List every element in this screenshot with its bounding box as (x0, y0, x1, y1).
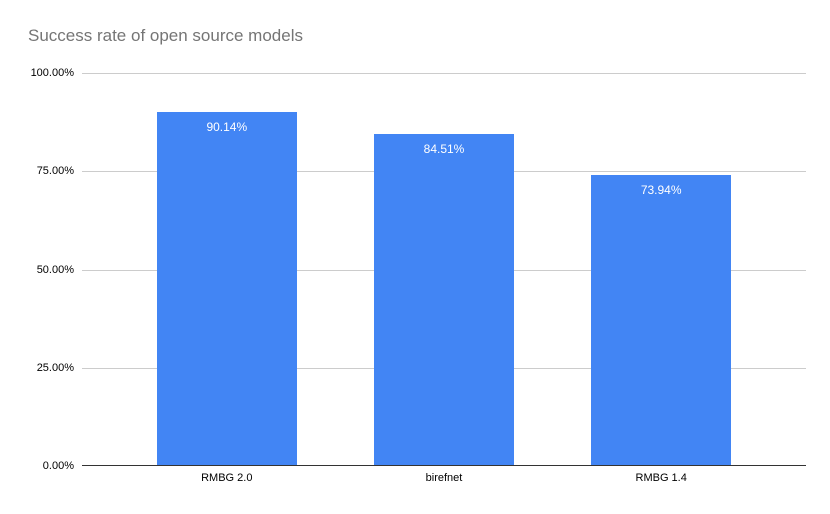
chart-title: Success rate of open source models (28, 26, 303, 45)
y-axis-tick-label: 0.00% (42, 460, 74, 472)
y-axis-tick-label: 50.00% (36, 263, 74, 276)
bar[interactable]: 73.94% (591, 175, 732, 466)
x-axis-line (82, 464, 806, 466)
y-axis: 100.00% 75.00% 50.00% 25.00% 0.00% (0, 67, 74, 472)
y-axis-tick-label: 75.00% (36, 165, 74, 178)
y-axis-tick-label: 25.00% (36, 361, 74, 374)
bar-value-label: 84.51% (423, 141, 465, 156)
plot-area: 90.14% RMBG 2.0 84.51% birefnet 73.94% RMBG 1… (82, 73, 806, 484)
bar[interactable]: 90.14% (156, 111, 297, 466)
x-axis-category-label: RMBG 2.0 (201, 472, 253, 484)
bar-value-label: 73.94% (640, 183, 682, 198)
gridline (82, 73, 806, 74)
bar[interactable]: 84.51% (374, 133, 514, 466)
y-axis-tick-label: 100.00% (30, 67, 74, 79)
x-axis-category-label: birefnet (425, 472, 463, 484)
x-axis-category-label: RMBG 1.4 (635, 472, 687, 484)
bar-value-label: 90.14% (206, 119, 248, 134)
